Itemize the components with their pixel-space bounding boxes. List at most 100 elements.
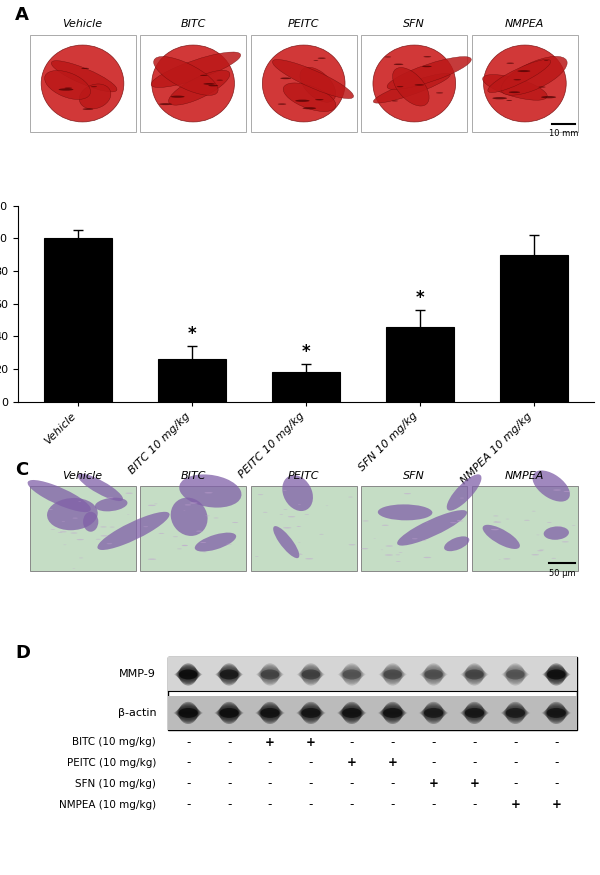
Text: -: - bbox=[431, 798, 436, 811]
Ellipse shape bbox=[299, 706, 323, 720]
Text: Vehicle: Vehicle bbox=[62, 18, 103, 29]
Ellipse shape bbox=[177, 668, 200, 682]
Text: +: + bbox=[470, 777, 479, 790]
Ellipse shape bbox=[557, 526, 562, 527]
Bar bbox=[386, 326, 454, 402]
Ellipse shape bbox=[60, 531, 67, 532]
Text: 50 μm: 50 μm bbox=[549, 569, 575, 578]
FancyBboxPatch shape bbox=[251, 487, 356, 571]
Ellipse shape bbox=[419, 710, 448, 716]
Ellipse shape bbox=[208, 85, 218, 87]
Ellipse shape bbox=[506, 702, 525, 724]
Text: *: * bbox=[416, 289, 424, 307]
Ellipse shape bbox=[385, 57, 391, 58]
Ellipse shape bbox=[504, 668, 527, 682]
Ellipse shape bbox=[392, 101, 398, 102]
Ellipse shape bbox=[217, 668, 241, 680]
Ellipse shape bbox=[532, 471, 570, 501]
Ellipse shape bbox=[215, 710, 244, 716]
Text: -: - bbox=[391, 798, 395, 811]
Ellipse shape bbox=[463, 706, 487, 720]
Ellipse shape bbox=[298, 709, 325, 717]
Ellipse shape bbox=[178, 704, 199, 723]
Text: -: - bbox=[186, 798, 190, 811]
Ellipse shape bbox=[179, 474, 241, 508]
Ellipse shape bbox=[262, 45, 345, 122]
Ellipse shape bbox=[462, 707, 487, 718]
Text: -: - bbox=[350, 798, 354, 811]
Text: -: - bbox=[309, 756, 313, 769]
FancyBboxPatch shape bbox=[140, 487, 246, 571]
Ellipse shape bbox=[491, 528, 499, 530]
Text: -: - bbox=[268, 798, 272, 811]
Text: -: - bbox=[513, 777, 518, 790]
Ellipse shape bbox=[514, 79, 521, 80]
Ellipse shape bbox=[300, 67, 336, 102]
Ellipse shape bbox=[176, 706, 200, 720]
Ellipse shape bbox=[259, 668, 281, 682]
Ellipse shape bbox=[532, 554, 539, 556]
Ellipse shape bbox=[542, 710, 571, 716]
Ellipse shape bbox=[100, 527, 107, 528]
Bar bbox=[44, 238, 112, 402]
Ellipse shape bbox=[349, 544, 355, 545]
Ellipse shape bbox=[424, 708, 443, 717]
Ellipse shape bbox=[463, 668, 486, 682]
Ellipse shape bbox=[216, 670, 242, 679]
FancyBboxPatch shape bbox=[361, 487, 467, 571]
Ellipse shape bbox=[463, 704, 485, 721]
Ellipse shape bbox=[424, 702, 443, 724]
Ellipse shape bbox=[421, 668, 446, 680]
Text: NMPEA (10 mg/kg): NMPEA (10 mg/kg) bbox=[59, 800, 156, 809]
Text: +: + bbox=[347, 756, 357, 769]
Ellipse shape bbox=[220, 708, 239, 717]
Ellipse shape bbox=[260, 702, 280, 724]
Ellipse shape bbox=[179, 669, 197, 680]
Ellipse shape bbox=[340, 668, 363, 682]
Ellipse shape bbox=[488, 60, 551, 93]
Ellipse shape bbox=[315, 99, 323, 101]
Ellipse shape bbox=[339, 707, 365, 718]
Text: *: * bbox=[188, 325, 196, 343]
Ellipse shape bbox=[159, 103, 172, 105]
Text: -: - bbox=[472, 756, 476, 769]
Ellipse shape bbox=[493, 97, 507, 100]
Ellipse shape bbox=[220, 663, 238, 685]
Ellipse shape bbox=[47, 498, 98, 530]
Ellipse shape bbox=[148, 505, 156, 506]
Ellipse shape bbox=[424, 669, 443, 680]
Ellipse shape bbox=[179, 702, 198, 724]
Ellipse shape bbox=[502, 709, 529, 717]
Ellipse shape bbox=[340, 706, 364, 720]
Ellipse shape bbox=[503, 668, 527, 680]
Ellipse shape bbox=[383, 708, 402, 717]
Ellipse shape bbox=[256, 709, 284, 717]
Ellipse shape bbox=[464, 665, 484, 684]
Ellipse shape bbox=[59, 88, 73, 91]
Ellipse shape bbox=[81, 67, 89, 69]
Text: -: - bbox=[554, 736, 559, 748]
Ellipse shape bbox=[301, 704, 321, 723]
Ellipse shape bbox=[152, 45, 235, 122]
Ellipse shape bbox=[342, 702, 361, 724]
Ellipse shape bbox=[107, 543, 112, 544]
Ellipse shape bbox=[421, 707, 446, 718]
Ellipse shape bbox=[177, 704, 199, 721]
Ellipse shape bbox=[382, 704, 403, 723]
Ellipse shape bbox=[547, 702, 566, 724]
Ellipse shape bbox=[175, 709, 202, 717]
Ellipse shape bbox=[379, 709, 406, 717]
Ellipse shape bbox=[83, 108, 93, 110]
Ellipse shape bbox=[258, 706, 282, 720]
Ellipse shape bbox=[464, 704, 485, 723]
Ellipse shape bbox=[450, 522, 457, 523]
Ellipse shape bbox=[260, 665, 280, 684]
Text: -: - bbox=[350, 777, 354, 790]
Text: 10 mm: 10 mm bbox=[549, 129, 578, 138]
Ellipse shape bbox=[544, 668, 569, 680]
Ellipse shape bbox=[382, 525, 389, 526]
Text: SFN: SFN bbox=[403, 471, 425, 480]
Ellipse shape bbox=[423, 666, 445, 682]
Ellipse shape bbox=[381, 706, 404, 720]
Ellipse shape bbox=[273, 526, 299, 558]
